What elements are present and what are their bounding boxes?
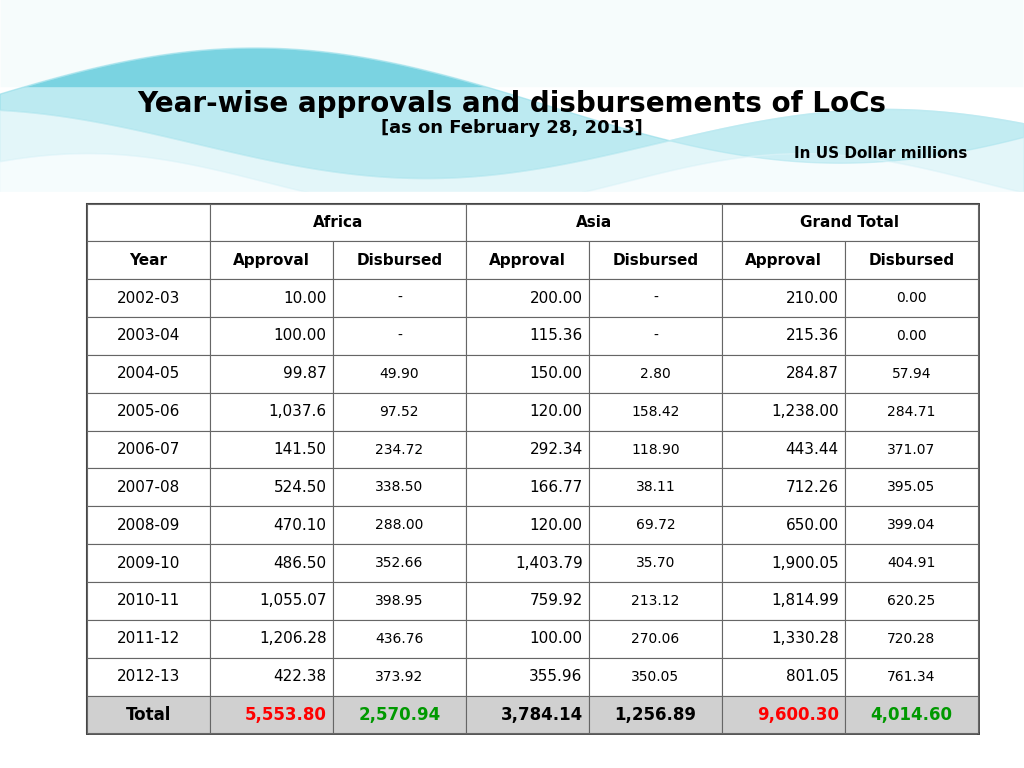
Text: 210.00: 210.00 [785,290,839,306]
Text: Approval: Approval [488,253,566,268]
Text: 166.77: 166.77 [529,480,583,495]
Text: Disbursed: Disbursed [612,253,698,268]
Text: 270.06: 270.06 [631,632,680,646]
Text: 2007-08: 2007-08 [117,480,180,495]
Text: 0.00: 0.00 [896,291,927,305]
Text: 2.80: 2.80 [640,367,671,381]
Text: 284.71: 284.71 [887,405,936,419]
Text: 35.70: 35.70 [636,556,675,570]
Text: 422.38: 422.38 [273,669,327,684]
Text: 99.87: 99.87 [283,366,327,382]
Text: 2003-04: 2003-04 [117,329,180,343]
Text: Approval: Approval [744,253,822,268]
Text: 120.00: 120.00 [529,518,583,533]
Text: 338.50: 338.50 [375,481,424,495]
Text: 443.44: 443.44 [785,442,839,457]
Text: Africa: Africa [312,215,364,230]
Text: [as on February 28, 2013]: [as on February 28, 2013] [381,119,643,137]
Text: 1,814.99: 1,814.99 [771,594,839,608]
Text: 720.28: 720.28 [887,632,936,646]
Text: In US Dollar millions: In US Dollar millions [795,146,968,161]
Text: 373.92: 373.92 [375,670,424,684]
Text: 9,600.30: 9,600.30 [757,706,839,723]
Text: 1,256.89: 1,256.89 [614,706,696,723]
Text: 2,570.94: 2,570.94 [358,706,440,723]
Text: 524.50: 524.50 [273,480,327,495]
Text: 234.72: 234.72 [376,442,423,456]
Text: Year: Year [129,253,168,268]
Text: 100.00: 100.00 [529,631,583,647]
Text: -: - [397,291,401,305]
Text: 97.52: 97.52 [380,405,419,419]
Text: 0.00: 0.00 [896,329,927,343]
Text: Asia: Asia [575,215,612,230]
Text: 395.05: 395.05 [887,481,936,495]
Text: 213.12: 213.12 [631,594,680,608]
Text: 38.11: 38.11 [636,481,675,495]
Text: Disbursed: Disbursed [356,253,442,268]
Text: 49.90: 49.90 [380,367,419,381]
Text: 4,014.60: 4,014.60 [870,706,952,723]
Text: 350.05: 350.05 [632,670,679,684]
Text: 801.05: 801.05 [785,669,839,684]
Text: Approval: Approval [232,253,310,268]
Text: 1,330.28: 1,330.28 [771,631,839,647]
Text: 650.00: 650.00 [785,518,839,533]
Text: 141.50: 141.50 [273,442,327,457]
Text: 761.34: 761.34 [887,670,936,684]
Text: 355.96: 355.96 [529,669,583,684]
Text: 69.72: 69.72 [636,518,675,532]
Text: 2002-03: 2002-03 [117,290,180,306]
Text: 150.00: 150.00 [529,366,583,382]
Text: 398.95: 398.95 [375,594,424,608]
Text: 284.87: 284.87 [785,366,839,382]
Text: 620.25: 620.25 [887,594,936,608]
Text: 2010-11: 2010-11 [117,594,180,608]
Text: -: - [653,329,657,343]
Text: 288.00: 288.00 [375,518,424,532]
Text: 399.04: 399.04 [887,518,936,532]
Text: 1,055.07: 1,055.07 [259,594,327,608]
Text: 5,553.80: 5,553.80 [245,706,327,723]
Text: 712.26: 712.26 [785,480,839,495]
Text: Year-wise approvals and disbursements of LoCs: Year-wise approvals and disbursements of… [137,90,887,118]
Text: 1,403.79: 1,403.79 [515,555,583,571]
Text: 2008-09: 2008-09 [117,518,180,533]
Text: 158.42: 158.42 [631,405,680,419]
Text: 352.66: 352.66 [375,556,424,570]
Text: 2004-05: 2004-05 [117,366,180,382]
Text: 2012-13: 2012-13 [117,669,180,684]
Text: 2011-12: 2011-12 [117,631,180,647]
Text: 100.00: 100.00 [273,329,327,343]
Text: -: - [397,329,401,343]
Text: 115.36: 115.36 [529,329,583,343]
Text: 215.36: 215.36 [785,329,839,343]
Text: 404.91: 404.91 [887,556,936,570]
Text: 486.50: 486.50 [273,555,327,571]
Text: 3,784.14: 3,784.14 [501,706,583,723]
Text: Total: Total [126,706,171,723]
Text: -: - [653,291,657,305]
Text: 1,900.05: 1,900.05 [771,555,839,571]
Text: 1,238.00: 1,238.00 [771,404,839,419]
Text: 2006-07: 2006-07 [117,442,180,457]
Text: Disbursed: Disbursed [868,253,954,268]
Text: 120.00: 120.00 [529,404,583,419]
Text: 200.00: 200.00 [529,290,583,306]
Text: Grand Total: Grand Total [801,215,899,230]
Text: 57.94: 57.94 [892,367,931,381]
Text: 10.00: 10.00 [284,290,327,306]
Text: 1,037.6: 1,037.6 [268,404,327,419]
Text: 371.07: 371.07 [887,442,936,456]
Text: 2005-06: 2005-06 [117,404,180,419]
Text: 2009-10: 2009-10 [117,555,180,571]
Text: 470.10: 470.10 [273,518,327,533]
Text: 292.34: 292.34 [529,442,583,457]
Text: 759.92: 759.92 [529,594,583,608]
Text: 436.76: 436.76 [375,632,424,646]
Text: 118.90: 118.90 [631,442,680,456]
Text: 1,206.28: 1,206.28 [259,631,327,647]
